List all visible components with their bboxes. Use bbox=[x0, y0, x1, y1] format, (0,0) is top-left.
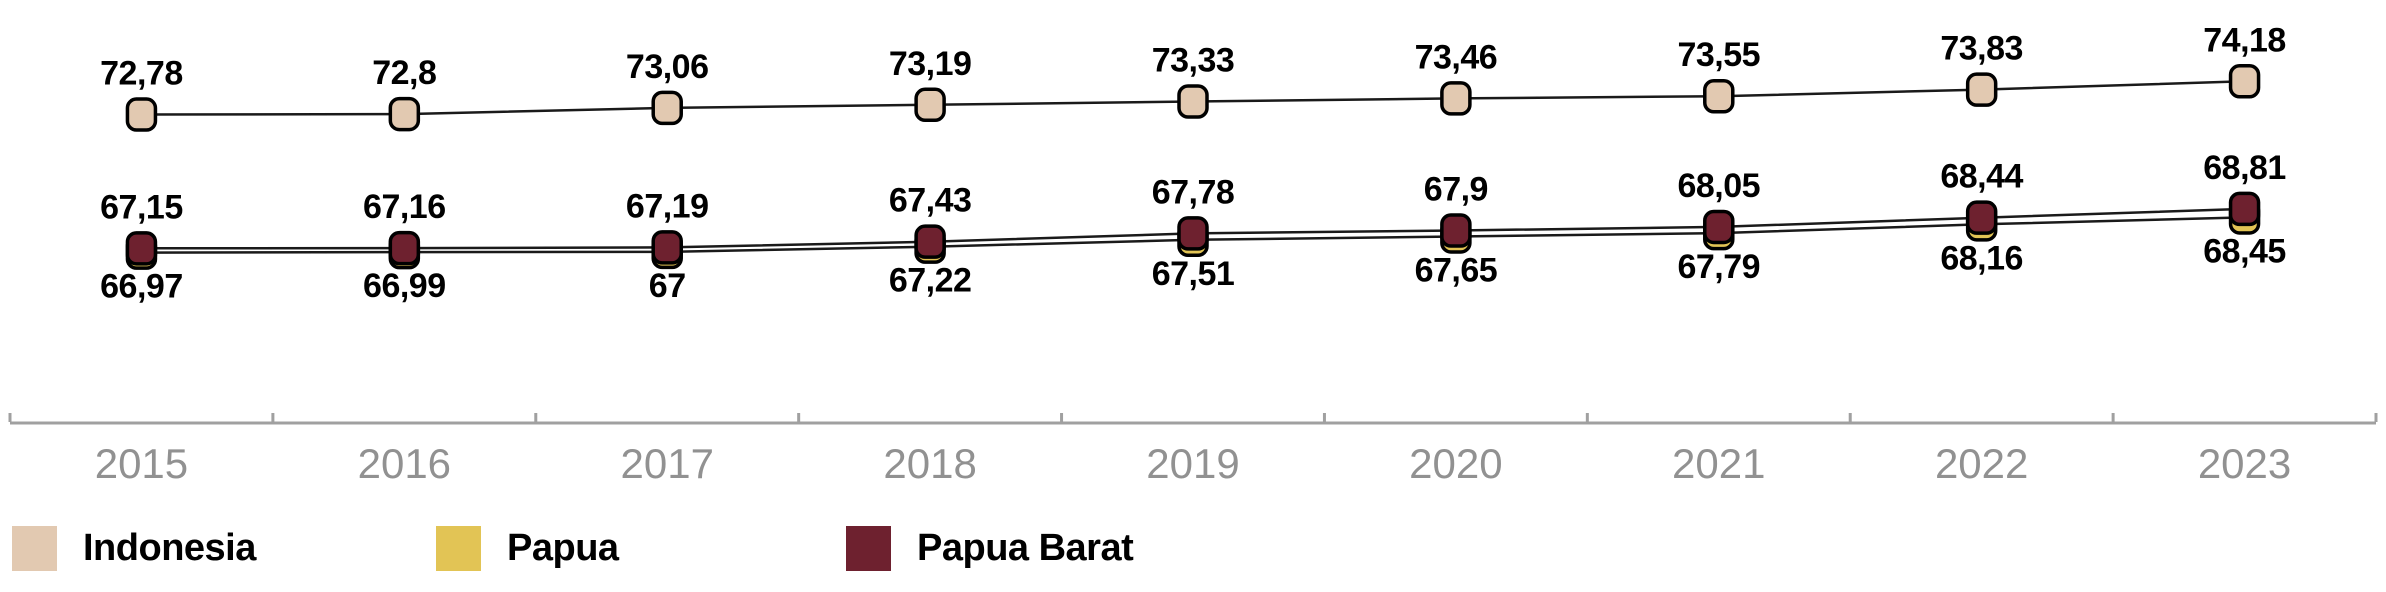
data-point-marker-papua-barat[interactable] bbox=[651, 230, 683, 265]
data-point-label-indonesia: 72,78 bbox=[100, 55, 183, 93]
line-chart-canvas: 2015 2016 2017 2018 2019 2020 2021 2022 2023 72,7… bbox=[8, 21, 2378, 487]
data-point-marker-papua-barat[interactable] bbox=[1440, 213, 1472, 248]
x-axis-label: 2018 bbox=[883, 440, 976, 487]
data-point-marker-indonesia[interactable] bbox=[2228, 64, 2261, 99]
data-point-marker-papua-barat[interactable] bbox=[1703, 209, 1735, 245]
data-point-marker-indonesia[interactable] bbox=[1965, 72, 1998, 107]
x-axis-label: 2022 bbox=[1935, 440, 2028, 487]
legend-swatch-papua bbox=[436, 525, 481, 571]
data-point-label-papua: 67,79 bbox=[1677, 248, 1760, 286]
data-point-label-papua: 67,51 bbox=[1152, 255, 1235, 293]
data-point-marker-papua-barat[interactable] bbox=[914, 224, 946, 259]
data-point-marker-papua-barat[interactable] bbox=[1177, 216, 1209, 251]
x-axis-label: 2023 bbox=[2198, 440, 2291, 487]
data-point-label-papua-barat: 68,81 bbox=[2203, 149, 2286, 187]
legend-item-papua[interactable]: Papua bbox=[436, 524, 619, 572]
data-point-label-papua: 66,99 bbox=[363, 267, 446, 305]
data-point-label-papua-barat: 67,9 bbox=[1424, 171, 1488, 209]
x-axis-label: 2016 bbox=[358, 440, 451, 487]
data-point-label-papua: 67 bbox=[649, 267, 686, 305]
data-point-label-papua-barat: 67,16 bbox=[363, 188, 446, 226]
data-point-label-papua-barat: 67,43 bbox=[889, 182, 972, 220]
data-point-label-papua: 67,22 bbox=[889, 262, 972, 300]
data-point-label-papua: 68,16 bbox=[1940, 239, 2023, 277]
data-point-marker-indonesia[interactable] bbox=[388, 96, 421, 132]
data-point-label-indonesia: 74,18 bbox=[2203, 21, 2286, 59]
legend-swatch-indonesia bbox=[12, 525, 57, 571]
data-point-label-indonesia: 73,19 bbox=[889, 45, 972, 83]
legend-label-indonesia: Indonesia bbox=[83, 526, 256, 569]
data-point-label-papua-barat: 68,44 bbox=[1940, 158, 2023, 196]
data-point-label-indonesia: 73,46 bbox=[1415, 38, 1498, 76]
data-point-marker-indonesia[interactable] bbox=[1440, 81, 1472, 116]
legend-item-papua-barat[interactable]: Papua Barat bbox=[846, 524, 1134, 572]
data-point-label-indonesia: 73,06 bbox=[626, 48, 709, 86]
legend-item-indonesia[interactable]: Indonesia bbox=[12, 524, 256, 572]
data-point-marker-indonesia[interactable] bbox=[914, 87, 946, 123]
legend-label-papua-barat: Papua Barat bbox=[917, 526, 1134, 569]
data-point-marker-papua-barat[interactable] bbox=[1965, 200, 1998, 235]
data-point-marker-papua-barat[interactable] bbox=[125, 231, 158, 266]
data-point-label-papua-barat: 67,15 bbox=[100, 188, 183, 226]
x-axis-label: 2019 bbox=[1146, 440, 1239, 487]
legend-swatch-papua-barat bbox=[846, 525, 891, 571]
data-point-marker-papua-barat[interactable] bbox=[2228, 191, 2261, 227]
data-point-label-papua: 68,45 bbox=[2203, 232, 2286, 270]
data-point-label-indonesia: 73,33 bbox=[1152, 41, 1235, 79]
x-axis-label: 2020 bbox=[1409, 440, 1502, 487]
data-point-label-papua-barat: 67,78 bbox=[1152, 173, 1235, 211]
data-point-label-papua-barat: 67,19 bbox=[626, 187, 709, 225]
data-point-marker-indonesia[interactable] bbox=[651, 90, 683, 126]
chart-legend: Indonesia Papua Papua Barat bbox=[0, 524, 2386, 574]
data-point-marker-indonesia[interactable] bbox=[1703, 78, 1735, 114]
data-point-label-indonesia: 73,55 bbox=[1677, 36, 1760, 74]
x-axis-label: 2015 bbox=[95, 440, 188, 487]
x-axis-label: 2021 bbox=[1672, 440, 1765, 487]
data-point-label-indonesia: 73,83 bbox=[1940, 30, 2023, 68]
data-point-marker-papua-barat[interactable] bbox=[388, 230, 421, 266]
data-point-marker-indonesia[interactable] bbox=[125, 97, 158, 132]
data-point-marker-indonesia[interactable] bbox=[1177, 84, 1209, 119]
data-point-label-papua-barat: 68,05 bbox=[1677, 167, 1760, 205]
legend-label-papua: Papua bbox=[507, 526, 619, 569]
data-point-label-indonesia: 72,8 bbox=[372, 54, 436, 92]
data-point-label-papua: 66,97 bbox=[100, 268, 183, 306]
x-axis-label: 2017 bbox=[621, 440, 714, 487]
data-point-label-papua: 67,65 bbox=[1415, 251, 1498, 289]
